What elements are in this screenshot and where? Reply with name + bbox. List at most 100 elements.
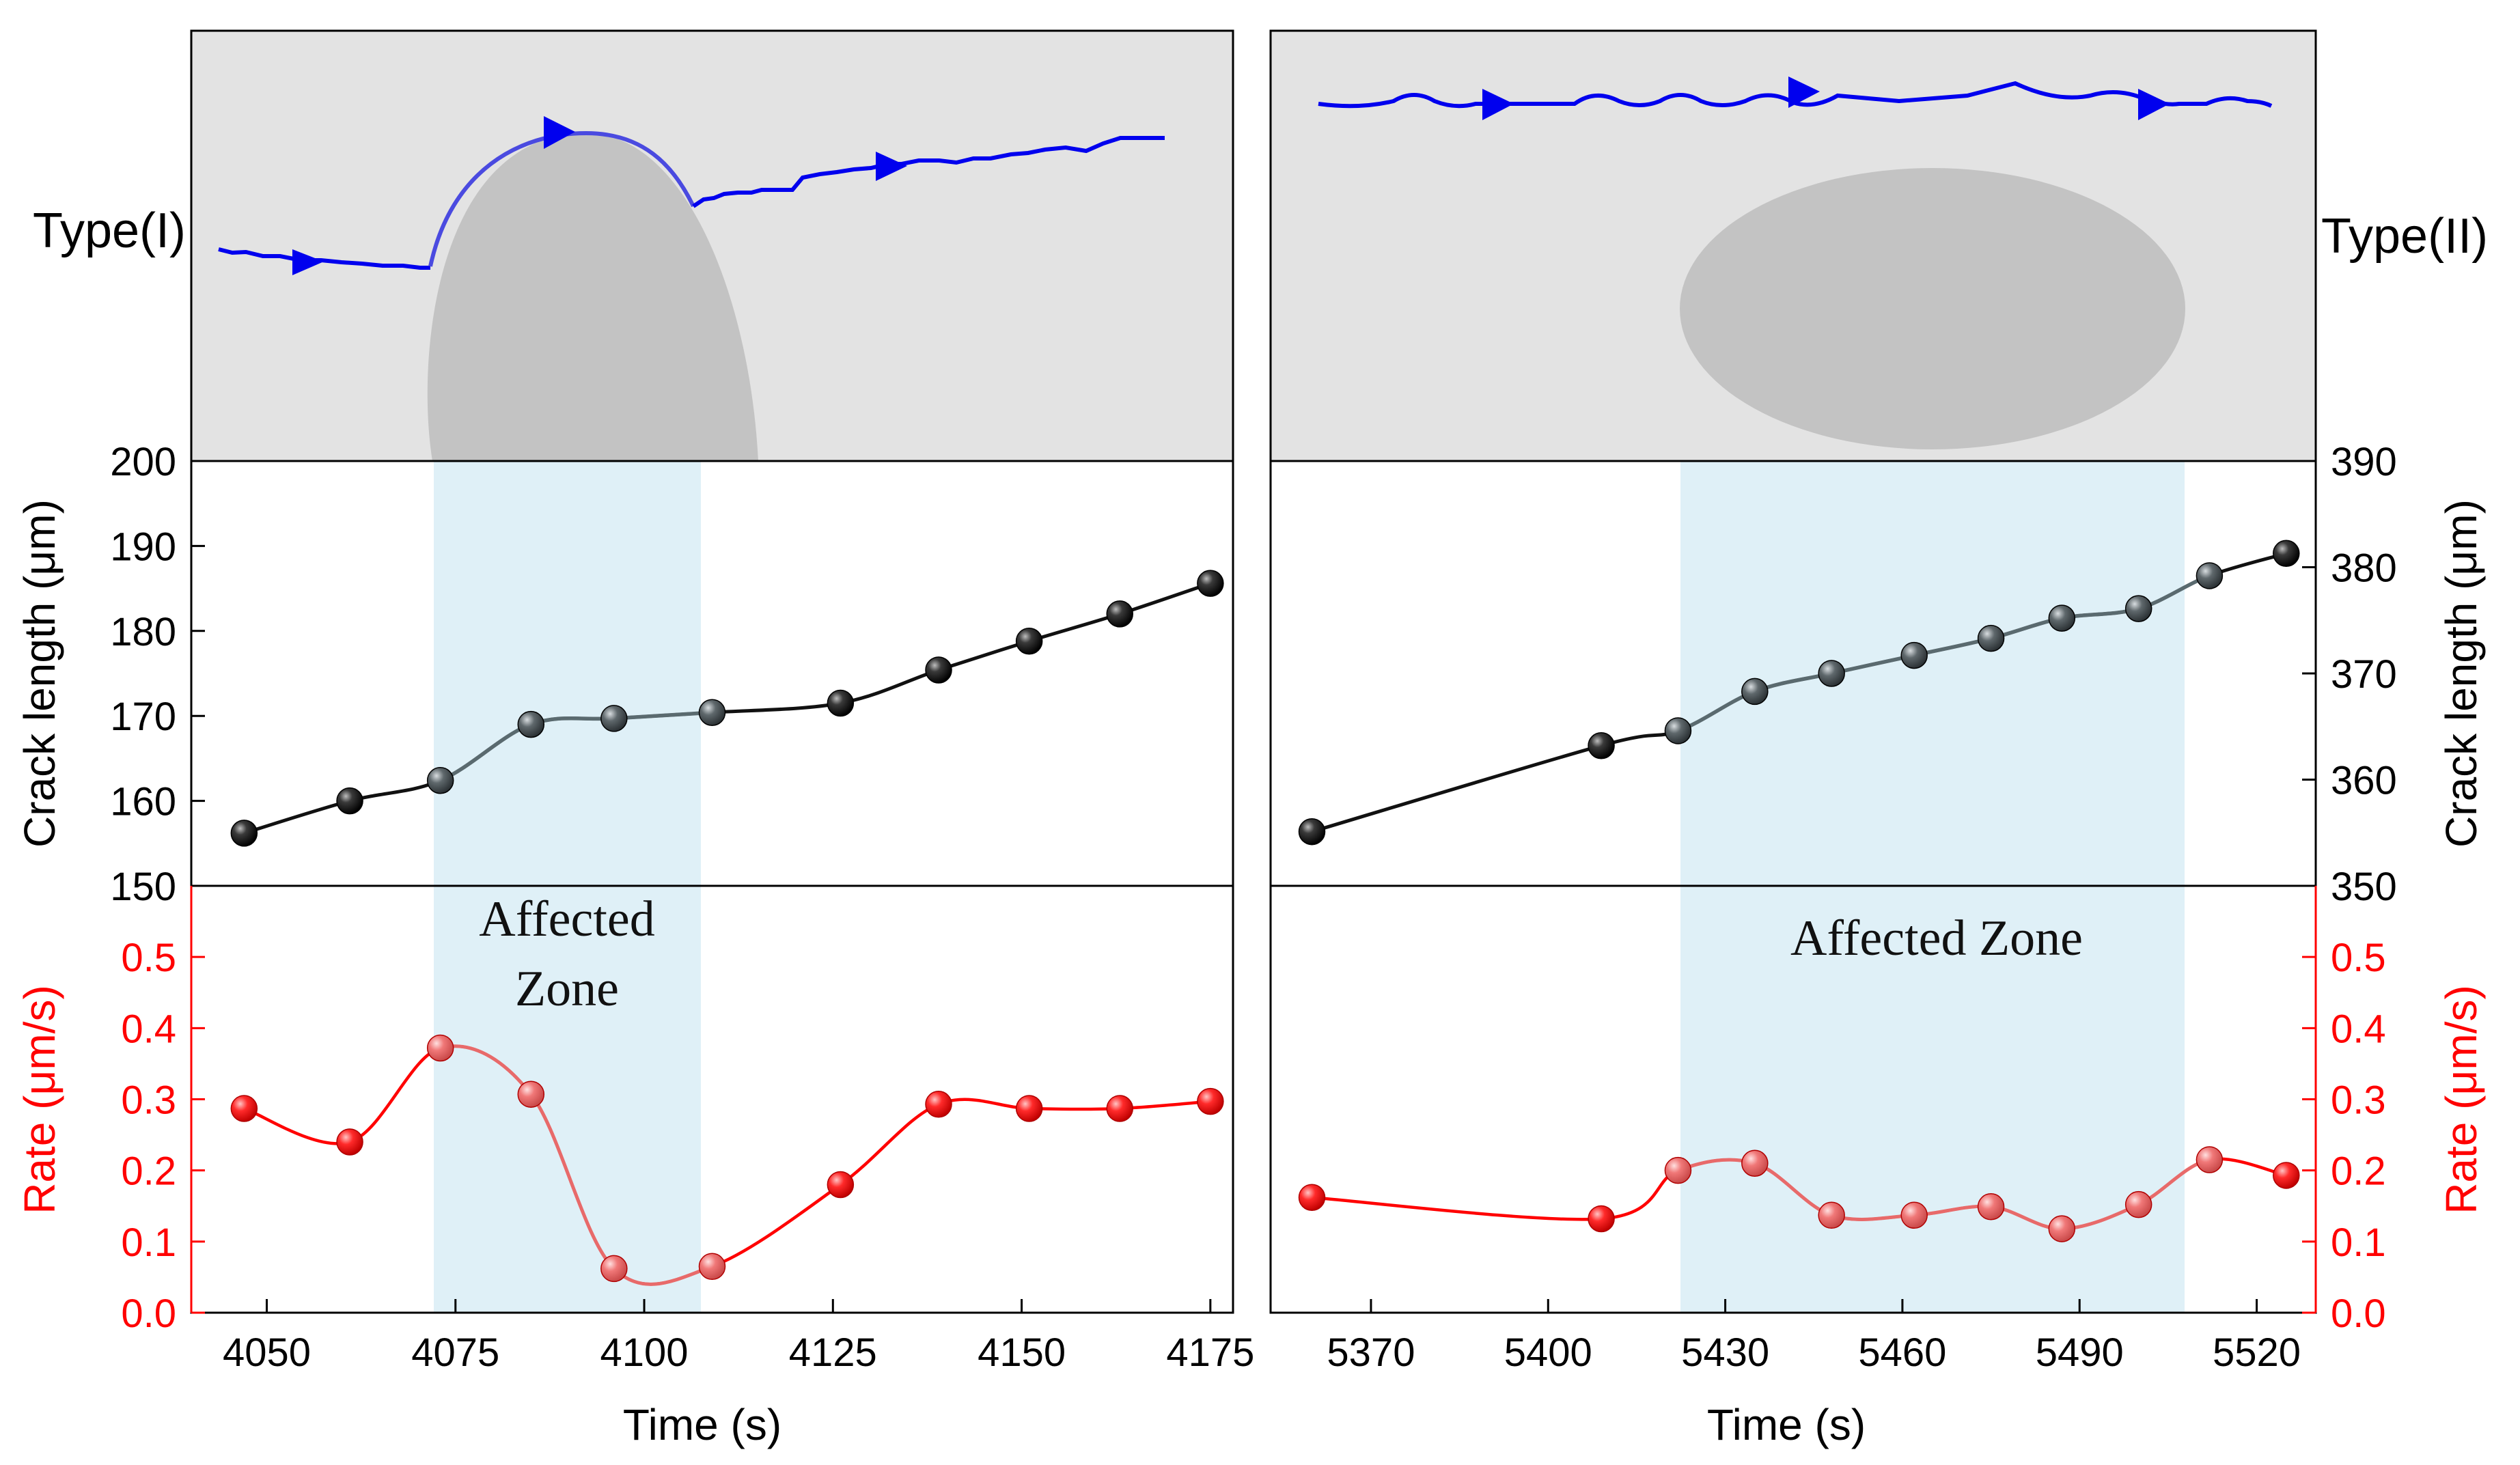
right-crack-arrow-3 [2138, 89, 2170, 120]
right-affected-zone-label: Affected Zone [1790, 910, 2083, 966]
left-crack-ytick-label: 180 [110, 610, 176, 654]
right-crack-length-point [1977, 624, 2005, 652]
left-crack-length-point [1015, 627, 1043, 655]
left-rate-point [600, 1255, 628, 1283]
right-crack-ylabel: Crack length (μm) [2437, 499, 2486, 848]
left-rate-point [1197, 1087, 1224, 1115]
right-panel-frame [1269, 29, 2317, 1314]
right-xlabel: Time (s) [1707, 1400, 1866, 1449]
right-crack-length-point [2048, 604, 2076, 632]
left-crack-ylabel: Crack length (μm) [15, 499, 64, 848]
right-crack-length-point [2124, 595, 2152, 622]
right-rate-point [1741, 1149, 1769, 1177]
left-crack-length-point [698, 699, 726, 726]
left-crack-arrow-3 [876, 152, 907, 181]
left-xtick-label: 4150 [978, 1330, 1066, 1375]
left-rate-point [925, 1091, 952, 1118]
right-rate-point [1977, 1193, 2005, 1220]
left-crack-ytick-label: 190 [110, 525, 176, 569]
left-crack-ytick-label: 160 [110, 780, 176, 824]
left-xlabel: Time (s) [623, 1400, 781, 1449]
left-crack-length-point [230, 820, 258, 847]
right-rate-ytick-label: 0.5 [2331, 936, 2386, 980]
right-crack-length-point [1741, 678, 1769, 706]
left-rate-ytick-label: 0.0 [121, 1292, 176, 1336]
left-crack-ytick-label: 170 [110, 695, 176, 739]
left-xtick-label: 4075 [411, 1330, 499, 1375]
right-rate-ytick-label: 0.0 [2331, 1292, 2386, 1336]
right-xtick-label: 5520 [2213, 1330, 2301, 1375]
right-rate-point [1664, 1156, 1692, 1184]
right-rate-ytick-label: 0.1 [2331, 1220, 2386, 1265]
right-rate-point [1588, 1205, 1615, 1233]
right-crack-length-point [2273, 540, 2300, 568]
right-crack-arrow-2 [1788, 76, 1820, 108]
right-type-label: Type(II) [2321, 209, 2488, 264]
right-crack-length-point [1664, 717, 1692, 744]
left-crack-arrow-1 [292, 249, 324, 275]
left-crack-path [218, 247, 430, 270]
left-rate-ytick-label: 0.5 [121, 936, 176, 980]
right-rate-ytick-label: 0.2 [2331, 1149, 2386, 1194]
right-crack-ytick-label: 390 [2331, 440, 2397, 484]
left-crack-length-line-zone [440, 710, 720, 783]
right-inclusion-particle [1680, 168, 2185, 449]
right-xtick-label: 5400 [1504, 1330, 1592, 1375]
left-rate-ytick-label: 0.2 [121, 1149, 176, 1194]
left-rate-point [698, 1253, 726, 1281]
right-xtick-label: 5370 [1327, 1330, 1415, 1375]
right-rate-point [2048, 1215, 2076, 1242]
right-crack-length-point [2196, 562, 2224, 589]
left-crack-length-point [600, 705, 628, 732]
left-crack-length-point [426, 766, 454, 794]
right-crack-ytick-label: 350 [2331, 865, 2397, 909]
left-affected-zone-label-line-1: Affected [479, 891, 654, 947]
left-xtick-label: 4125 [789, 1330, 877, 1375]
right-crack-ytick-label: 370 [2331, 652, 2397, 697]
left-crack-length-line [243, 581, 1211, 835]
left-type-label: Type(I) [33, 204, 186, 258]
left-rate-line-zone [440, 1044, 720, 1286]
left-rate-point [1106, 1095, 1133, 1122]
right-panel: 350 360 370 380 390 0.0 0.1 0.2 0.3 0.4 0.5 5370 540… [1269, 29, 2488, 1449]
right-crack-ytick-label: 360 [2331, 759, 2397, 803]
left-crack-length-point [925, 656, 952, 684]
left-rate-ytick-label: 0.4 [121, 1007, 176, 1051]
left-rate-ylabel: Rate (μm/s) [15, 985, 64, 1214]
left-xtick-label: 4050 [223, 1330, 311, 1375]
left-panel-frame [190, 29, 1234, 1314]
right-xtick-label: 5460 [1858, 1330, 1946, 1375]
right-crack-length-point [1900, 641, 1928, 669]
left-rate-point [827, 1171, 855, 1199]
left-panel: 150 160 170 180 190 200 0.0 0.1 0.2 0.3 0.4 0.5 4050… [15, 29, 1254, 1449]
right-rate-ylabel: Rate (μm/s) [2437, 985, 2486, 1214]
left-crack-ytick-label: 150 [110, 865, 176, 909]
right-xtick-label: 5490 [2036, 1330, 2124, 1375]
right-rate-point [1818, 1201, 1845, 1229]
right-crack-arrow-1 [1482, 89, 1514, 120]
left-crack-length-point [827, 689, 855, 717]
left-crack-ytick-label: 200 [110, 440, 176, 484]
right-crack-ytick-label: 380 [2331, 546, 2397, 591]
right-rate-point [1900, 1201, 1928, 1229]
right-rate-point [1298, 1184, 1326, 1211]
left-affected-zone-label-line-2: Zone [515, 961, 619, 1017]
right-xtick-label: 5430 [1681, 1330, 1769, 1375]
right-rate-ytick-label: 0.3 [2331, 1078, 2386, 1123]
left-rate-point [1015, 1095, 1043, 1122]
left-crack-length-point [517, 710, 545, 738]
left-crack-arc [428, 130, 695, 267]
right-crack-length-point [1588, 731, 1615, 759]
right-rate-point [2124, 1190, 2152, 1218]
right-crack-length-point [1818, 660, 1845, 687]
left-crack-arrow-2 [544, 116, 575, 149]
left-crack-length-point [336, 787, 363, 815]
left-xtick-label: 4100 [600, 1330, 689, 1375]
left-rate-line [243, 1044, 1210, 1286]
left-rate-point [517, 1080, 545, 1108]
left-crack-length-point [1106, 600, 1133, 628]
right-rate-point [2196, 1146, 2224, 1173]
right-rate-point [2273, 1162, 2300, 1189]
left-inclusion-particle [427, 133, 758, 461]
right-crack-length-point [1298, 818, 1326, 846]
